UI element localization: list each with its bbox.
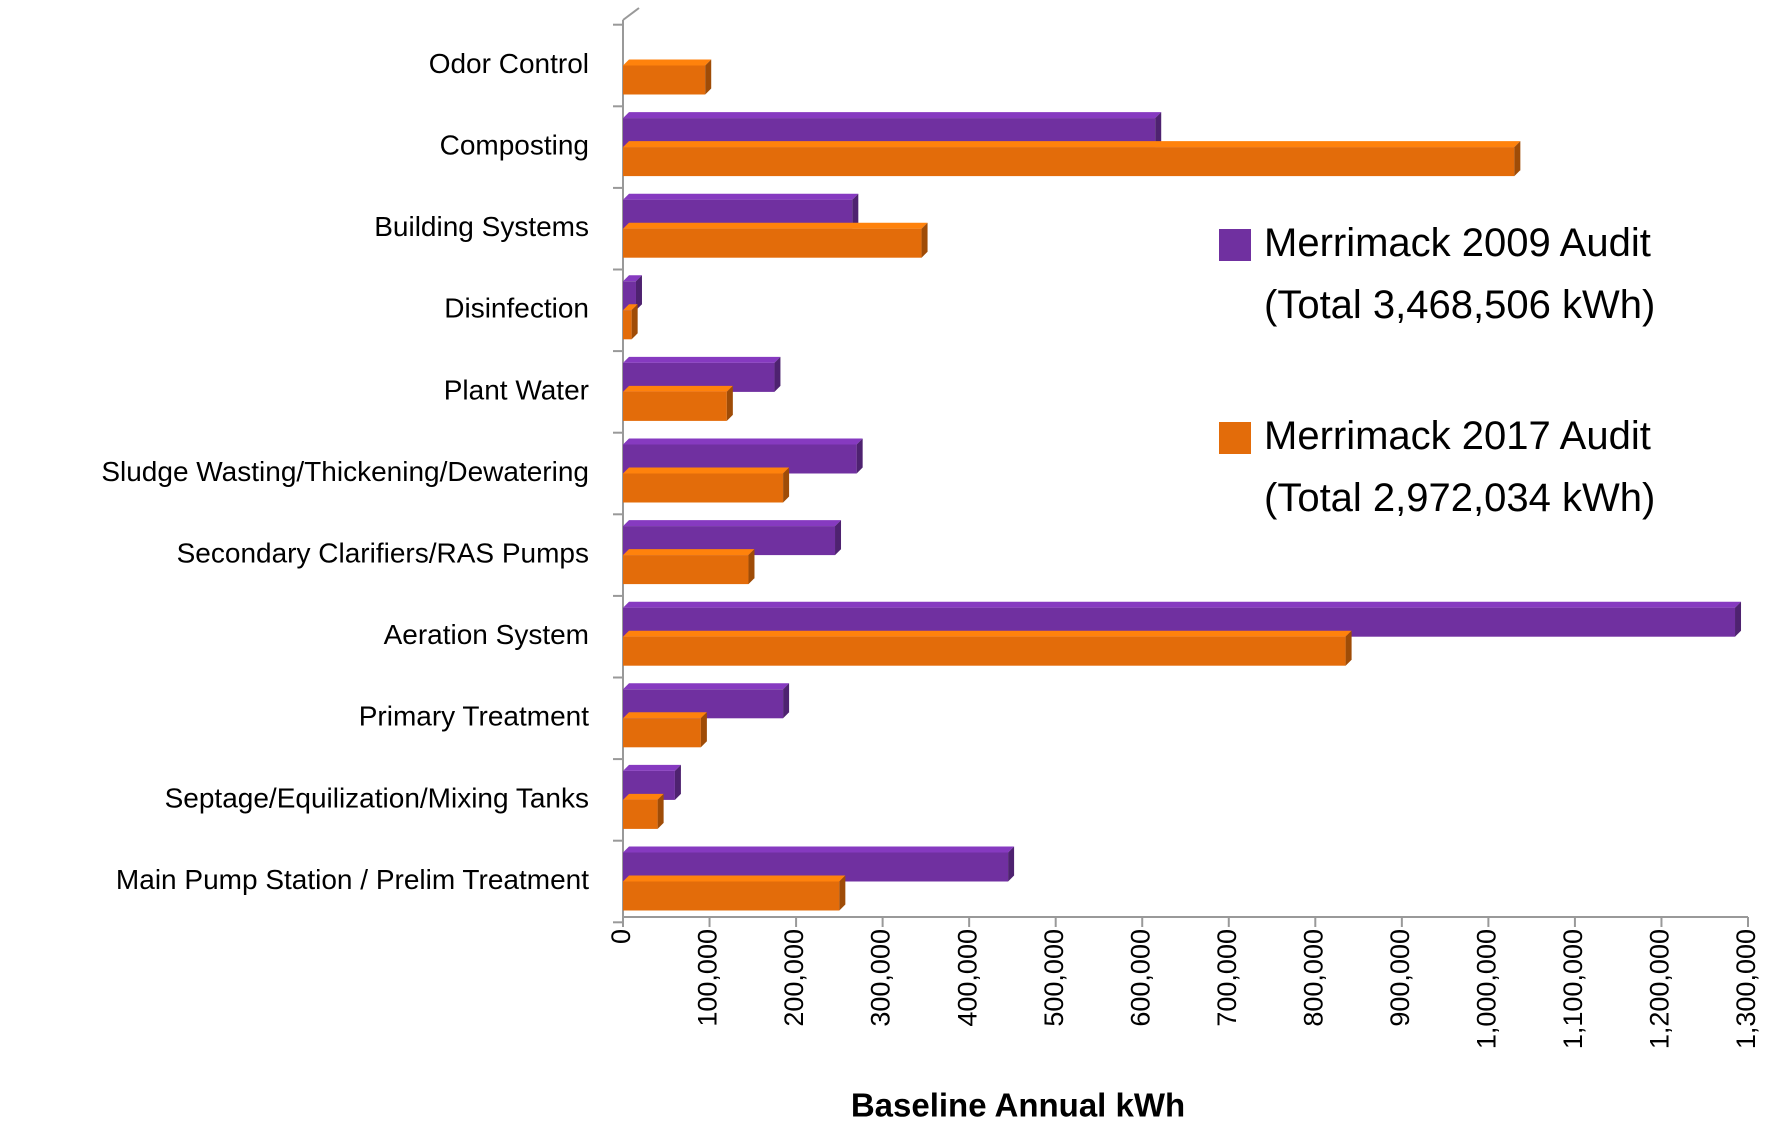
bar-side <box>705 59 712 95</box>
x-tick-label: 1,100,000 <box>1558 929 1588 1049</box>
y-tick-label: Odor Control <box>429 48 589 79</box>
bar-side <box>1008 846 1015 882</box>
bar-side <box>852 193 859 229</box>
y-tick-label: Building Systems <box>374 211 589 242</box>
x-tick-label: 600,000 <box>1125 929 1155 1027</box>
bar-top <box>623 356 781 363</box>
bar-side <box>783 467 790 503</box>
y-tick-label: Plant Water <box>444 374 589 405</box>
bar <box>623 310 632 340</box>
y-tick-label: Composting <box>440 129 589 160</box>
bar <box>623 881 840 911</box>
bar-top <box>623 385 733 392</box>
bar-top <box>623 467 790 474</box>
y-tick-label: Secondary Clarifiers/RAS Pumps <box>177 537 589 568</box>
x-tick-label: 700,000 <box>1212 929 1242 1027</box>
bar <box>623 147 1515 177</box>
x-tick-label: 200,000 <box>779 929 809 1027</box>
legend-label: Merrimack 2017 Audit (Total 2,972,034 kWh… <box>1264 414 1655 520</box>
bar-side <box>748 549 755 585</box>
bar-top <box>623 222 928 229</box>
bar-side <box>635 275 642 311</box>
bar-side <box>631 304 638 340</box>
bar-top <box>623 304 638 311</box>
y-tick-label: Main Pump Station / Prelim Treatment <box>116 864 589 895</box>
bar-top <box>623 549 755 556</box>
x-axis-title: Baseline Annual kWh <box>851 1087 1185 1124</box>
x-tick-label: 1,000,000 <box>1472 929 1502 1049</box>
x-tick-label: 900,000 <box>1385 929 1415 1027</box>
bar-top <box>623 275 642 282</box>
y-tick-label: Primary Treatment <box>359 701 589 732</box>
bar-side <box>774 356 781 392</box>
x-tick-label: 500,000 <box>1039 929 1069 1027</box>
bar-top <box>623 846 1015 853</box>
x-tick-label: 0 <box>606 929 636 944</box>
bar <box>623 391 727 421</box>
bar-top <box>623 875 846 882</box>
bar <box>623 799 658 829</box>
legend-swatch <box>1219 229 1251 261</box>
bar <box>623 228 922 258</box>
bar-top <box>623 601 1742 608</box>
bar-side <box>783 683 790 719</box>
bar-top <box>623 59 712 66</box>
bar <box>623 555 749 585</box>
x-tick-label: 800,000 <box>1298 929 1328 1027</box>
y-tick-label: Aeration System <box>384 619 589 650</box>
x-tick-label: 1,200,000 <box>1645 929 1675 1049</box>
legend-swatch <box>1219 422 1251 454</box>
y-tick-label: Septage/Equilization/Mixing Tanks <box>165 782 589 813</box>
bar-side <box>921 222 928 258</box>
bar-side <box>700 712 707 748</box>
x-tick-label: 300,000 <box>866 929 896 1027</box>
bar-top <box>623 764 681 771</box>
bar-side <box>1345 630 1352 666</box>
bar-top <box>623 112 1162 119</box>
bar-top <box>623 630 1352 637</box>
bar-top <box>623 520 842 527</box>
bar-side <box>657 793 664 829</box>
y-tick-label: Sludge Wasting/Thickening/Dewatering <box>101 456 589 487</box>
bar <box>623 281 636 311</box>
bar <box>623 473 784 503</box>
bar-side <box>726 385 733 421</box>
bar-top <box>623 193 859 200</box>
x-tick-label: 1,300,000 <box>1731 929 1761 1049</box>
bar-top <box>623 141 1521 148</box>
bar-side <box>1735 601 1742 637</box>
x-tick-label: 100,000 <box>693 929 723 1027</box>
bar <box>623 636 1346 666</box>
bar <box>623 65 706 95</box>
bar-side <box>856 438 863 474</box>
bar-top <box>623 438 863 445</box>
bar-side <box>1155 112 1162 148</box>
bar-top <box>623 712 707 719</box>
y-tick-label: Disinfection <box>444 293 589 324</box>
bar-side <box>839 875 846 911</box>
bar-side <box>1514 141 1521 177</box>
y-axis-3d <box>622 7 640 21</box>
legend-label: Merrimack 2009 Audit (Total 3,468,506 kWh… <box>1264 221 1655 327</box>
bar <box>623 718 701 748</box>
bar-side <box>835 520 842 556</box>
bar-top <box>623 793 664 800</box>
bar-top <box>623 683 790 690</box>
x-tick-label: 400,000 <box>952 929 982 1027</box>
bar-side <box>674 764 681 800</box>
